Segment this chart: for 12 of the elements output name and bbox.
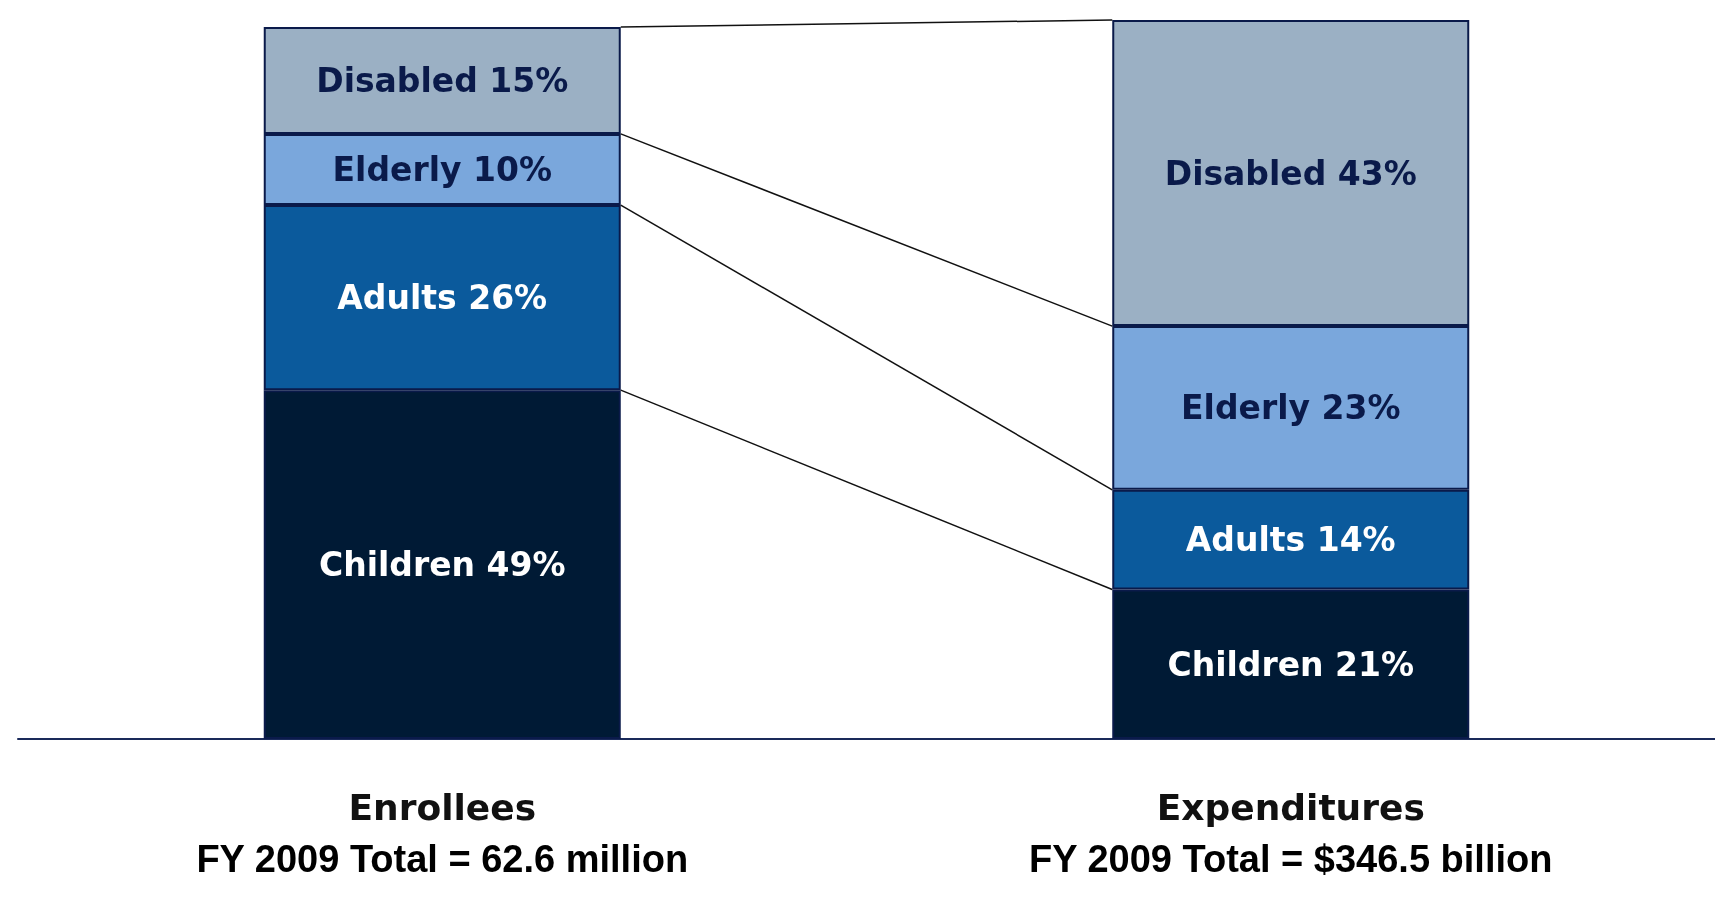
data-label: Children 49% (318, 545, 566, 585)
data-label: Children 21% (1167, 644, 1415, 684)
data-label: Disabled 43% (1164, 153, 1417, 193)
x-tick-label: Expenditures (1156, 786, 1425, 828)
text: FY 2009 Total = $346.5 billion (1029, 838, 1553, 880)
data-label: Adults 26% (337, 278, 548, 318)
data-label: Disabled 15% (316, 61, 569, 101)
data-label: Adults 14% (1185, 520, 1396, 560)
data-label: Elderly 23% (1181, 388, 1401, 428)
x-tick-label: Enrollees (348, 786, 537, 828)
data-label: Elderly 10% (332, 149, 552, 189)
text: FY 2009 Total = 62.6 million (196, 838, 689, 880)
